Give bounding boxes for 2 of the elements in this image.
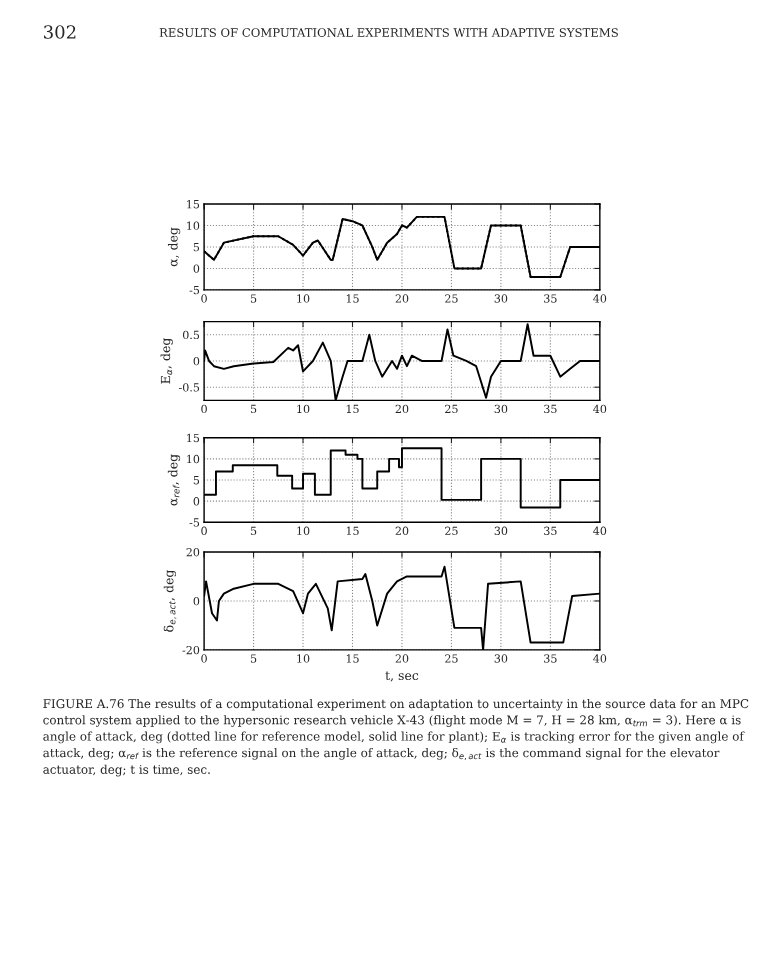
line-series — [204, 323, 600, 401]
text: 302 — [44, 25, 76, 39]
